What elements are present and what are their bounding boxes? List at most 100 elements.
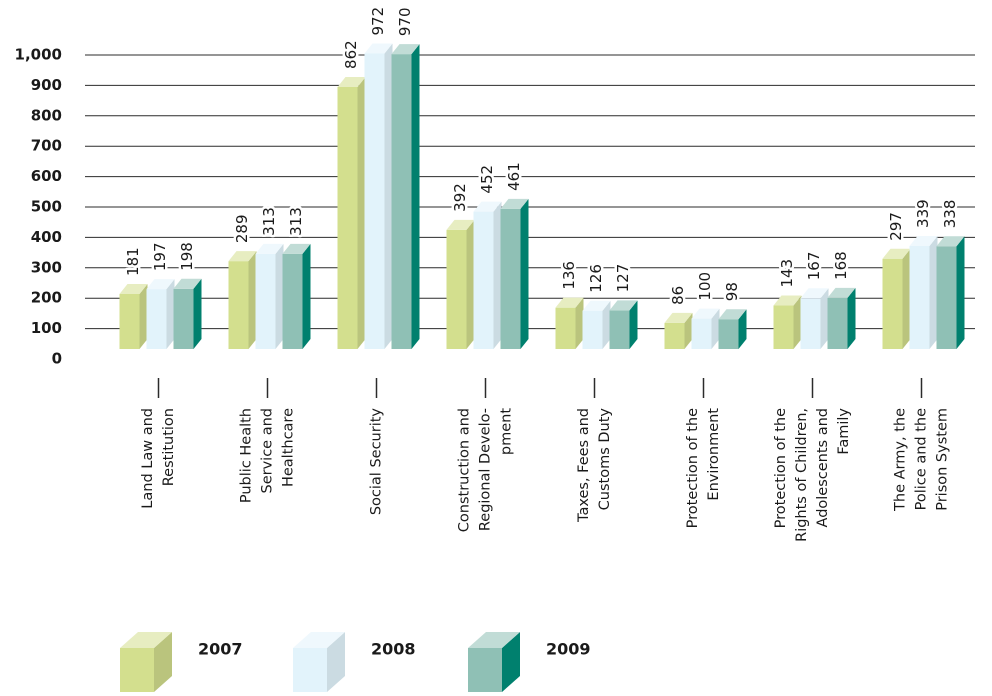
x-tick-label-line: Protection of the	[773, 408, 789, 528]
bar-front	[582, 310, 603, 349]
x-tick-label-line: Family	[836, 408, 852, 455]
value-label: 452	[478, 165, 496, 194]
y-tick-label: 900	[31, 76, 62, 94]
value-label: 127	[614, 264, 632, 293]
bar-front	[473, 211, 494, 349]
bar-side	[956, 236, 965, 349]
bar-top	[827, 287, 856, 298]
x-tick-label-line: Land Law and	[140, 408, 156, 509]
value-label: 198	[178, 242, 196, 271]
x-tick-label-line: Protection of the	[685, 408, 701, 528]
bar-side	[847, 287, 856, 349]
x-tick-label-line: Customs Duty	[597, 408, 613, 511]
value-label: 970	[396, 7, 414, 36]
y-tick-label: 500	[31, 198, 62, 216]
x-tick-label-line: Prison System	[935, 408, 951, 511]
value-label: 167	[805, 252, 823, 281]
bar-front	[718, 319, 739, 349]
bar-side	[738, 309, 747, 349]
bar-front	[909, 245, 930, 349]
bar	[718, 309, 747, 349]
legend-swatch	[468, 648, 502, 692]
value-label: 289	[233, 215, 251, 244]
bar-top	[691, 308, 720, 319]
value-label: 862	[342, 40, 360, 69]
bar	[555, 297, 584, 349]
bar-top	[500, 198, 529, 209]
x-tick-label-line: Taxes, Fees and	[576, 408, 592, 523]
bar-top	[146, 279, 175, 290]
y-tick-label: 600	[31, 167, 62, 185]
x-tick-label: Protection of the Environment	[685, 408, 722, 529]
bar-top	[800, 288, 829, 299]
bar	[664, 312, 693, 349]
bar-front	[282, 253, 303, 349]
legend-item: 2009	[468, 632, 591, 692]
y-tick-label: 0	[52, 350, 62, 368]
bar-side	[929, 235, 938, 349]
bar	[228, 251, 257, 349]
x-tick-label-line: Healthcare	[281, 408, 297, 487]
bar-front	[337, 86, 358, 350]
bar	[882, 248, 911, 349]
bar-front	[936, 246, 957, 349]
bar-front	[391, 54, 412, 350]
bar-front	[664, 322, 685, 349]
bar	[609, 300, 638, 349]
x-tick-label: Land Law and Restitution	[140, 408, 177, 509]
bar-front	[773, 305, 794, 349]
bar-side	[902, 248, 911, 349]
bar-front	[555, 307, 576, 349]
bar-side	[275, 243, 284, 349]
bar-top	[773, 295, 802, 306]
bar-front	[173, 288, 194, 349]
bar-side	[384, 43, 393, 350]
bar-front	[446, 229, 467, 349]
value-label: 126	[587, 264, 605, 293]
bar-side	[166, 279, 175, 349]
x-tick-label-line: Restitution	[161, 408, 177, 486]
bar	[936, 236, 965, 349]
bar-front	[500, 208, 521, 349]
bar	[582, 300, 611, 349]
bar-top	[582, 300, 611, 311]
legend-label: 2008	[371, 640, 416, 659]
x-tick-label: Protection of the Rights of Children, Adol…	[773, 408, 852, 542]
bar-side	[248, 251, 257, 349]
bar-top	[609, 300, 638, 311]
y-tick-label: 400	[31, 228, 62, 246]
bar-top	[364, 43, 393, 54]
y-tick-label: 300	[31, 258, 62, 276]
x-tick-label-line: Environment	[706, 408, 722, 501]
x-tick-label-line: The Army, the	[893, 408, 909, 512]
x-tick-label-line: pment	[499, 408, 515, 455]
bar-top	[173, 278, 202, 289]
value-label: 392	[451, 183, 469, 212]
bar-front	[691, 318, 712, 349]
bar-front	[609, 310, 630, 349]
value-label: 338	[941, 200, 959, 229]
value-label: 136	[560, 261, 578, 290]
bar-side	[684, 312, 693, 349]
bar-front	[146, 289, 167, 349]
bar-front	[800, 298, 821, 349]
bar	[119, 283, 148, 349]
bar-side	[302, 243, 311, 349]
bar-top	[664, 312, 693, 323]
bar-side	[139, 283, 148, 349]
bar-side	[466, 219, 475, 349]
y-tick-label: 700	[31, 137, 62, 155]
x-tick-label-line: Adolescents and	[815, 408, 831, 527]
legend-label: 2009	[546, 640, 591, 659]
x-tick-label: Taxes, Fees and Customs Duty	[576, 408, 613, 523]
bar	[255, 243, 284, 349]
bar	[691, 308, 720, 349]
bar	[337, 76, 366, 350]
bar-top	[446, 219, 475, 230]
bar	[909, 235, 938, 349]
y-tick-label: 200	[31, 289, 62, 307]
bar	[446, 219, 475, 349]
bar	[364, 43, 393, 350]
bar-top	[119, 283, 148, 294]
